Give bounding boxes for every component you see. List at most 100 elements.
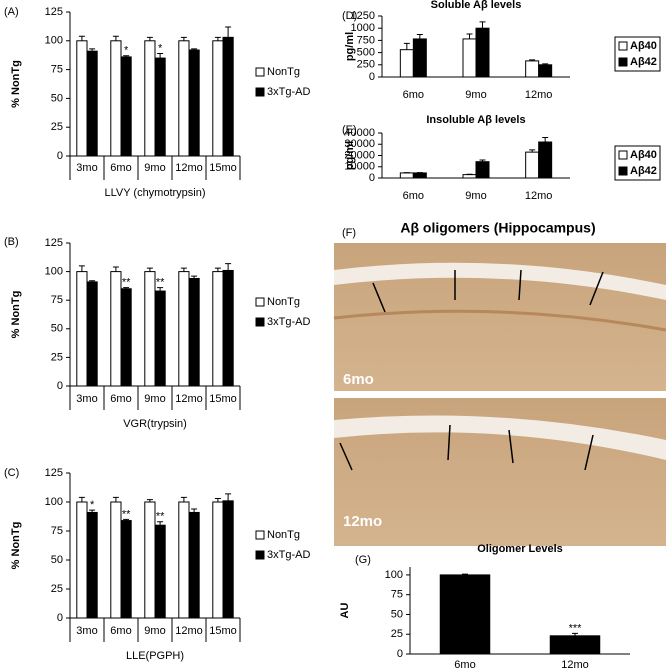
y-tick-label: 250	[357, 59, 375, 71]
white-matter	[334, 415, 666, 460]
chart: (C) % NonTg LLE(PGPH) 0 25 50 75 100 125 3mo 6mo 9m…	[4, 467, 310, 662]
error-bar	[214, 267, 221, 272]
y-tick-label: 25	[391, 628, 403, 640]
y-axis-label: % NonTg	[10, 60, 22, 108]
error-bar	[123, 287, 130, 289]
y-tick-label: 0	[57, 150, 63, 162]
y-tick-label: 25	[51, 583, 63, 595]
error-bar	[214, 498, 221, 502]
legend-swatch	[255, 87, 265, 97]
chart: (E) Insoluble Aβ levels pg/ml 0100002000030…	[342, 114, 661, 202]
y-tick-label: 0	[369, 71, 375, 83]
error-bar	[112, 35, 119, 41]
bar	[399, 172, 414, 179]
x-tick-label: 12mo	[175, 162, 203, 174]
significance: *	[124, 45, 129, 57]
x-tick-label: 6mo	[110, 162, 131, 174]
legend-swatch	[255, 297, 265, 307]
x-tick-label: 15mo	[209, 393, 237, 405]
image-label: 6mo	[343, 371, 374, 388]
x-tick-label: 9mo	[465, 89, 486, 101]
error-bar	[123, 518, 130, 521]
error-bar	[462, 573, 468, 575]
significance: **	[156, 511, 165, 523]
x-tick-label: 15mo	[209, 162, 237, 174]
bar	[222, 500, 234, 619]
y-tick-label: 10000	[344, 161, 375, 173]
y-axis-label: pg/ml	[344, 141, 356, 170]
legend-label: NonTg	[267, 529, 300, 541]
panel-title: Aβ oligomers (Hippocampus)	[400, 220, 595, 236]
x-tick-label: 12mo	[525, 190, 553, 202]
bar	[76, 40, 88, 157]
panel-label: (A)	[4, 6, 19, 18]
error-bar	[214, 36, 221, 41]
legend-swatch	[618, 41, 628, 51]
error-bar	[112, 496, 119, 502]
error-bar	[191, 48, 198, 51]
error-bar	[225, 263, 232, 271]
y-tick-label: 75	[51, 64, 63, 76]
bar	[212, 40, 224, 157]
y-tick-label: 0	[397, 648, 403, 660]
bar	[110, 501, 122, 619]
error-bar	[89, 280, 96, 282]
error-bar	[416, 34, 423, 39]
bar	[188, 277, 200, 387]
x-axis-label: LLE(PGPH)	[126, 650, 184, 662]
error-bar	[403, 42, 410, 50]
legend-swatch	[618, 166, 628, 176]
image-label: 12mo	[343, 513, 382, 530]
bar	[399, 49, 414, 78]
error-bar	[89, 509, 96, 513]
error-bar	[225, 493, 232, 501]
y-tick-label: 30000	[344, 138, 375, 150]
y-tick-label: 750	[357, 34, 375, 46]
y-tick-label: 50	[391, 608, 403, 620]
stain-band	[333, 309, 666, 332]
bar	[86, 50, 98, 157]
error-bar	[180, 496, 187, 502]
panel-label: (B)	[4, 236, 19, 248]
legend-label: 3xTg-AD	[267, 549, 310, 561]
y-tick-label: 1000	[351, 22, 375, 34]
bar	[120, 288, 132, 387]
y-tick-label: 100	[45, 496, 63, 508]
panel-label: (C)	[4, 467, 19, 479]
legend-swatch	[618, 150, 628, 160]
bar	[144, 40, 156, 157]
panel-label: (D)	[342, 10, 357, 22]
bar	[86, 511, 98, 619]
bar	[475, 27, 490, 78]
bar	[120, 56, 132, 157]
error-bar	[191, 275, 198, 279]
y-tick-label: 50	[51, 323, 63, 335]
bar	[538, 141, 553, 179]
bar	[154, 57, 166, 157]
legend-label: Aβ40	[630, 149, 657, 161]
bar	[475, 161, 490, 179]
error-bar	[157, 287, 164, 292]
y-tick-label: 100	[385, 569, 403, 581]
error-bar	[572, 632, 578, 636]
x-tick-label: 6mo	[403, 89, 424, 101]
error-bar	[529, 59, 536, 61]
bar	[212, 501, 224, 619]
chart: (D)Soluble Aβ levelspg/ml025050075010001…	[342, 0, 661, 101]
y-tick-label: 0	[57, 380, 63, 392]
x-tick-label: 3mo	[76, 625, 97, 637]
bar	[462, 174, 477, 179]
error-bar	[542, 63, 549, 65]
x-tick-label: 3mo	[76, 393, 97, 405]
bar	[525, 151, 540, 179]
y-tick-label: 50	[51, 554, 63, 566]
x-axis-label: VGR(trypsin)	[123, 418, 187, 430]
bar	[462, 38, 477, 78]
y-tick-label: 25	[51, 121, 63, 133]
significance: **	[156, 277, 165, 289]
x-tick-label: 6mo	[454, 659, 475, 671]
bar	[144, 501, 156, 619]
bar	[110, 40, 122, 157]
legend-swatch	[255, 67, 265, 77]
